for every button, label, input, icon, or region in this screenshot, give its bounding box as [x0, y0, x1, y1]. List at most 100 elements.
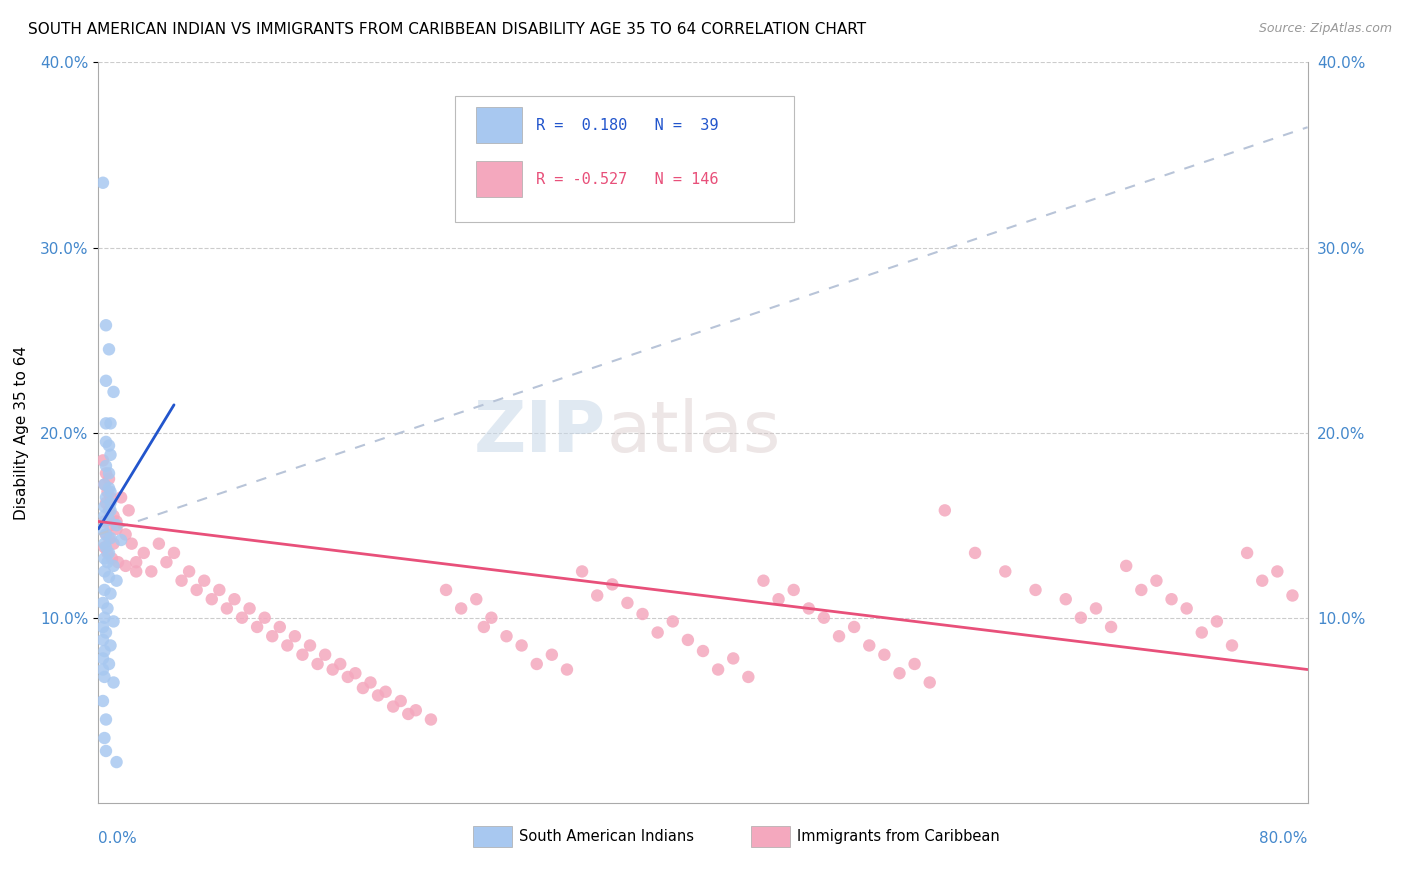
Point [98, 513, 121, 527]
Point [201, 592, 224, 607]
Point [94, 458, 117, 473]
Point [91, 620, 114, 634]
Point [105, 515, 128, 529]
Point [965, 546, 987, 560]
Y-axis label: Disability Age 35 to 64: Disability Age 35 to 64 [14, 345, 30, 520]
Point [555, 663, 578, 677]
Point [224, 592, 246, 607]
Point [276, 639, 298, 653]
Point [405, 703, 427, 717]
Text: SOUTH AMERICAN INDIAN VS IMMIGRANTS FROM CARIBBEAN DISABILITY AGE 35 TO 64 CORRE: SOUTH AMERICAN INDIAN VS IMMIGRANTS FROM… [28, 22, 866, 37]
Point [100, 503, 122, 517]
Point [93, 731, 115, 745]
Point [253, 610, 276, 624]
Point [114, 558, 136, 573]
Point [329, 657, 352, 671]
Point [105, 518, 128, 533]
Point [91, 651, 114, 665]
Point [299, 639, 322, 653]
Point [170, 574, 193, 588]
Point [96, 546, 118, 560]
Point [118, 503, 141, 517]
Point [1191, 625, 1213, 640]
Point [1220, 639, 1243, 653]
Point [873, 648, 896, 662]
Point [103, 508, 125, 523]
Point [179, 565, 201, 579]
Point [1130, 582, 1153, 597]
Point [215, 601, 238, 615]
Point [94, 434, 117, 449]
Point [1024, 582, 1046, 597]
Text: 0.0%: 0.0% [98, 830, 138, 846]
Point [269, 620, 291, 634]
Point [103, 615, 125, 629]
Text: atlas: atlas [606, 398, 780, 467]
Point [707, 663, 730, 677]
Point [93, 477, 115, 491]
Point [262, 629, 284, 643]
Point [96, 555, 118, 569]
Point [465, 592, 488, 607]
Point [661, 615, 683, 629]
Point [105, 755, 128, 769]
Point [1251, 574, 1274, 588]
Point [1054, 592, 1077, 607]
Point [246, 620, 269, 634]
Point [382, 699, 405, 714]
Text: R = -0.527   N = 146: R = -0.527 N = 146 [536, 172, 718, 186]
Point [98, 467, 121, 481]
Point [1146, 574, 1168, 588]
Point [100, 417, 122, 431]
Point [1281, 589, 1303, 603]
Point [934, 503, 956, 517]
Text: 80.0%: 80.0% [1260, 830, 1308, 846]
Point [1267, 565, 1289, 579]
Point [103, 536, 125, 550]
FancyBboxPatch shape [751, 827, 790, 847]
Point [94, 491, 117, 505]
Point [98, 481, 121, 495]
Point [101, 551, 124, 566]
Point [1070, 610, 1092, 624]
Point [396, 706, 419, 721]
Point [631, 607, 654, 621]
Point [94, 527, 117, 541]
Point [291, 648, 314, 662]
Point [858, 639, 880, 653]
Point [98, 503, 121, 517]
Point [100, 531, 122, 545]
Point [91, 176, 114, 190]
Point [93, 477, 115, 491]
Point [93, 582, 115, 597]
Point [98, 570, 121, 584]
Point [103, 384, 125, 399]
Point [110, 533, 132, 547]
Point [723, 651, 745, 665]
Point [100, 484, 122, 499]
Point [98, 343, 121, 357]
Point [450, 601, 472, 615]
Point [94, 467, 117, 481]
Point [105, 522, 128, 536]
Point [107, 555, 129, 569]
Point [374, 685, 396, 699]
Point [994, 565, 1017, 579]
Point [98, 531, 121, 545]
Point [93, 670, 115, 684]
Point [94, 496, 117, 510]
Point [434, 582, 457, 597]
Point [94, 625, 117, 640]
Point [100, 639, 122, 653]
Point [510, 639, 533, 653]
Point [100, 587, 122, 601]
Point [1099, 620, 1122, 634]
Point [783, 582, 806, 597]
Point [1160, 592, 1182, 607]
Point [93, 536, 115, 550]
FancyBboxPatch shape [474, 827, 512, 847]
Point [420, 713, 443, 727]
Point [239, 601, 262, 615]
Point [98, 657, 121, 671]
Point [1085, 601, 1108, 615]
